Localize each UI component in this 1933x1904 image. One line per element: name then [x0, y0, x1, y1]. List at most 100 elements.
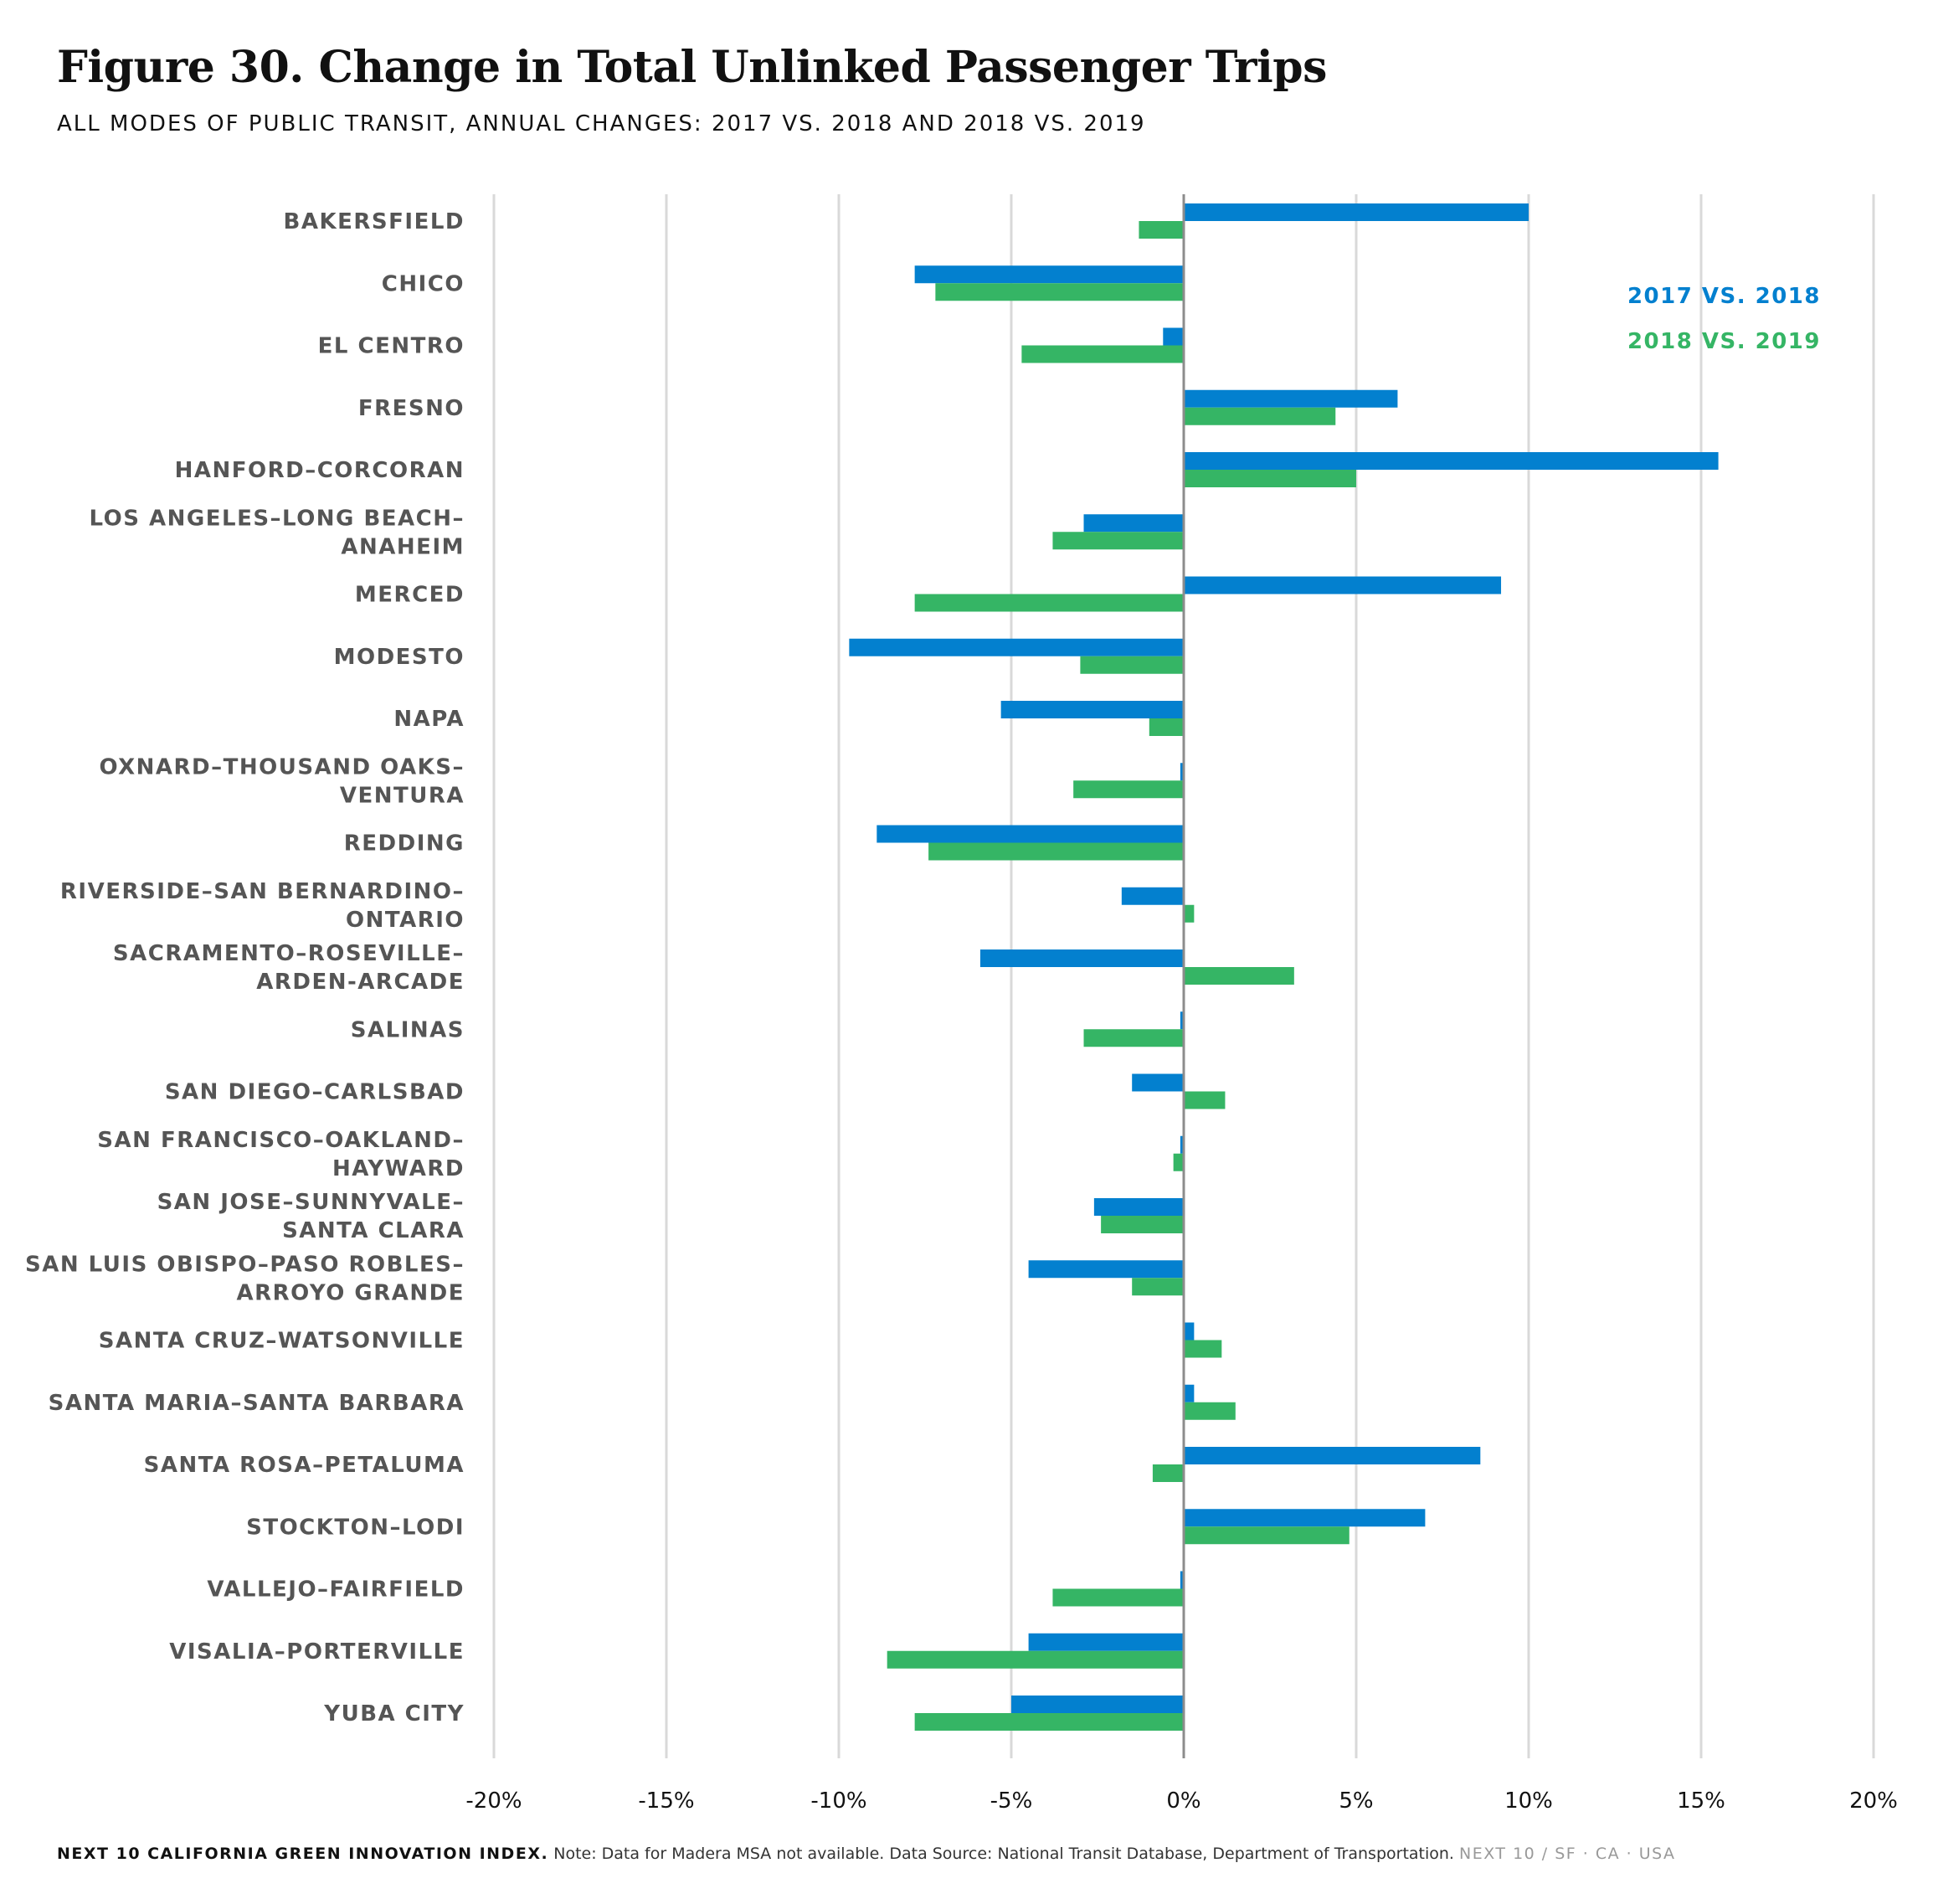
category-label: MERCED — [355, 583, 465, 608]
x-tick-label: -10% — [810, 1788, 866, 1814]
x-tick-label: -15% — [638, 1788, 694, 1814]
category-label: VALLEJO–FAIRFIELD — [207, 1577, 465, 1603]
category-label: RIVERSIDE–SAN BERNARDINO– — [60, 879, 465, 904]
bar-el-centro-2018-vs-2019 — [1021, 345, 1184, 363]
category-label: SANTA CLARA — [282, 1218, 465, 1243]
bar-merced-2018-vs-2019 — [914, 594, 1184, 612]
x-tick-label: 15% — [1677, 1788, 1725, 1814]
bar-santa-maria-santa-barbara-2017-vs-2018 — [1184, 1384, 1195, 1402]
x-tick-label: -20% — [465, 1788, 522, 1814]
bar-san-luis-obispo-paso-robles-arroyo-grande-2017-vs-2018 — [1028, 1260, 1184, 1279]
bar-santa-rosa-petaluma-2018-vs-2019 — [1152, 1464, 1184, 1482]
bar-chico-2018-vs-2019 — [935, 283, 1184, 301]
bar-san-diego-carlsbad-2018-vs-2019 — [1184, 1091, 1226, 1109]
category-label: HANFORD–CORCORAN — [175, 458, 465, 483]
bar-san-diego-carlsbad-2017-vs-2018 — [1132, 1073, 1184, 1092]
bar-oxnard-thousand-oaks-ventura-2018-vs-2019 — [1073, 780, 1184, 799]
bar-bakersfield-2018-vs-2019 — [1139, 221, 1184, 239]
category-label: CHICO — [382, 271, 465, 296]
category-label: FRESNO — [358, 396, 465, 421]
bar-chico-2017-vs-2018 — [914, 265, 1184, 284]
bar-modesto-2017-vs-2018 — [849, 638, 1184, 656]
legend-label-2018-vs-2019: 2018 VS. 2019 — [1627, 329, 1821, 354]
bars — [849, 203, 1719, 1731]
category-label: STOCKTON–LODI — [246, 1515, 465, 1540]
bar-san-jose-sunnyvale-santa-clara-2018-vs-2019 — [1101, 1216, 1184, 1233]
bar-salinas-2017-vs-2018 — [1180, 1011, 1184, 1030]
category-label: ONTARIO — [346, 908, 465, 933]
bar-san-francisco-oakland-hayward-2017-vs-2018 — [1180, 1135, 1184, 1154]
category-label: REDDING — [344, 831, 465, 857]
bar-los-angeles-long-beach-anaheim-2017-vs-2018 — [1083, 514, 1184, 533]
category-label: HAYWARD — [332, 1156, 465, 1181]
bar-oxnard-thousand-oaks-ventura-2017-vs-2018 — [1180, 763, 1184, 781]
category-label: EL CENTRO — [318, 334, 465, 359]
bar-salinas-2018-vs-2019 — [1083, 1029, 1184, 1047]
bar-santa-cruz-watsonville-2018-vs-2019 — [1184, 1340, 1222, 1358]
bar-riverside-san-bernardino-ontario-2018-vs-2019 — [1184, 904, 1195, 923]
category-label: VENTURA — [340, 783, 465, 808]
x-tick-label: 0% — [1166, 1788, 1200, 1814]
category-label: ARROYO GRANDE — [237, 1280, 465, 1305]
x-tick-label: 20% — [1849, 1788, 1898, 1814]
bar-hanford-corcoran-2017-vs-2018 — [1184, 452, 1719, 470]
chart-subtitle: ALL MODES OF PUBLIC TRANSIT, ANNUAL CHAN… — [57, 111, 1146, 136]
bar-sacramento-roseville-arden-arcade-2018-vs-2019 — [1184, 967, 1294, 985]
bar-riverside-san-bernardino-ontario-2017-vs-2018 — [1121, 887, 1184, 905]
bar-yuba-city-2018-vs-2019 — [914, 1713, 1184, 1731]
category-label: YUBA CITY — [323, 1701, 465, 1726]
bar-san-jose-sunnyvale-santa-clara-2017-vs-2018 — [1093, 1198, 1184, 1216]
bar-fresno-2018-vs-2019 — [1184, 407, 1336, 425]
bar-santa-cruz-watsonville-2017-vs-2018 — [1184, 1322, 1195, 1341]
bar-fresno-2017-vs-2018 — [1184, 389, 1398, 408]
bar-merced-2017-vs-2018 — [1184, 576, 1502, 594]
bar-santa-maria-santa-barbara-2018-vs-2019 — [1184, 1402, 1236, 1420]
bar-vallejo-fairfield-2017-vs-2018 — [1180, 1571, 1184, 1589]
category-label: SAN DIEGO–CARLSBAD — [165, 1080, 465, 1105]
bar-hanford-corcoran-2018-vs-2019 — [1184, 470, 1356, 487]
x-tick-label: 5% — [1339, 1788, 1373, 1814]
category-label: BAKERSFIELD — [284, 209, 465, 234]
bar-stockton-lodi-2017-vs-2018 — [1184, 1509, 1426, 1527]
bar-los-angeles-long-beach-anaheim-2018-vs-2019 — [1052, 532, 1184, 550]
bar-san-luis-obispo-paso-robles-arroyo-grande-2018-vs-2019 — [1132, 1278, 1184, 1296]
x-tick-label: -5% — [990, 1788, 1033, 1814]
bar-bakersfield-2017-vs-2018 — [1184, 203, 1529, 221]
chart-title: Figure 30. Change in Total Unlinked Pass… — [57, 42, 1327, 93]
category-label: OXNARD–THOUSAND OAKS– — [99, 754, 465, 780]
category-label: SANTA CRUZ–WATSONVILLE — [99, 1329, 465, 1354]
category-label: VISALIA–PORTERVILLE — [169, 1639, 465, 1665]
legend-label-2017-vs-2018: 2017 VS. 2018 — [1627, 284, 1821, 309]
category-labels: BAKERSFIELD CHICO EL CENTRO FRESNO HANFORD–C… — [25, 209, 465, 1726]
bar-napa-2017-vs-2018 — [1000, 701, 1184, 718]
bar-san-francisco-oakland-hayward-2018-vs-2019 — [1173, 1153, 1184, 1171]
category-label: NAPA — [393, 707, 465, 732]
bar-napa-2018-vs-2019 — [1149, 718, 1184, 736]
category-label: SAN JOSE–SUNNYVALE– — [157, 1190, 465, 1215]
footer-org: NEXT 10 / SF · CA · USA — [1459, 1845, 1676, 1863]
category-label: ANAHEIM — [341, 534, 465, 559]
bar-visalia-porterville-2017-vs-2018 — [1028, 1633, 1184, 1651]
bar-vallejo-fairfield-2018-vs-2019 — [1052, 1588, 1184, 1607]
bar-redding-2018-vs-2019 — [928, 842, 1184, 861]
bar-stockton-lodi-2018-vs-2019 — [1184, 1526, 1350, 1545]
bar-modesto-2018-vs-2019 — [1080, 656, 1184, 674]
category-label: LOS ANGELES–LONG BEACH– — [90, 506, 465, 531]
bar-santa-rosa-petaluma-2017-vs-2018 — [1184, 1447, 1481, 1464]
category-label: SACRAMENTO–ROSEVILLE– — [113, 941, 465, 966]
footer-brand: NEXT 10 CALIFORNIA GREEN INNOVATION INDE… — [57, 1845, 549, 1863]
bar-visalia-porterville-2018-vs-2019 — [887, 1650, 1184, 1669]
bar-sacramento-roseville-arden-arcade-2017-vs-2018 — [979, 949, 1184, 967]
category-label: SANTA MARIA–SANTA BARBARA — [49, 1391, 465, 1416]
bar-redding-2017-vs-2018 — [877, 825, 1184, 843]
bar-el-centro-2017-vs-2018 — [1163, 327, 1184, 346]
category-label: SANTA ROSA–PETALUMA — [144, 1453, 465, 1478]
x-tick-label: 10% — [1504, 1788, 1553, 1814]
x-tick-labels: -20% -15% -10% -5% 0% 5% 10% 15% 20% — [465, 1788, 1897, 1814]
footer: NEXT 10 CALIFORNIA GREEN INNOVATION INDE… — [57, 1845, 1676, 1863]
footer-note: Note: Data for Madera MSA not available.… — [553, 1845, 1454, 1863]
category-label: SALINAS — [351, 1017, 465, 1042]
category-label: MODESTO — [334, 645, 465, 670]
category-label: ARDEN-ARCADE — [256, 970, 465, 995]
